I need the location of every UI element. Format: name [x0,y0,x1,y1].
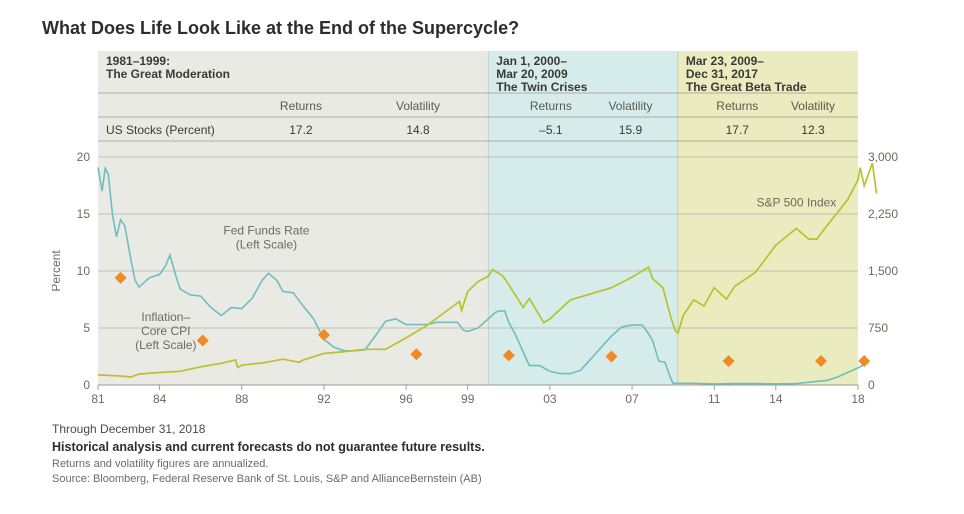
svg-text:18: 18 [851,392,865,406]
svg-text:US Stocks (Percent): US Stocks (Percent) [106,123,215,137]
supercycle-chart: 0 5 10 15 20 0 750 1,500 2,250 3,000 Percent 81 84 88… [52,51,912,411]
svg-text:The Great Beta Trade: The Great Beta Trade [686,80,807,94]
svg-text:Mar 23, 2009–: Mar 23, 2009– [686,54,764,68]
svg-text:Mar 20, 2009: Mar 20, 2009 [496,67,568,81]
svg-text:15: 15 [77,207,91,221]
svg-text:3,000: 3,000 [868,150,898,164]
svg-text:17.7: 17.7 [726,123,750,137]
svg-text:92: 92 [317,392,331,406]
footer-through: Through December 31, 2018 [52,421,934,438]
svg-text:88: 88 [235,392,249,406]
svg-text:99: 99 [461,392,475,406]
svg-text:84: 84 [153,392,167,406]
svg-text:Volatility: Volatility [791,99,835,113]
svg-text:750: 750 [868,321,888,335]
svg-text:The Great Moderation: The Great Moderation [106,67,230,81]
svg-text:0: 0 [83,378,90,392]
footer-source: Source: Bloomberg, Federal Reserve Bank … [52,472,934,488]
svg-text:81: 81 [91,392,105,406]
svg-text:5: 5 [83,321,90,335]
svg-text:1981–1999:: 1981–1999: [106,54,170,68]
chart-title: What Does Life Look Like at the End of t… [42,18,934,39]
svg-text:Fed Funds Rate: Fed Funds Rate [223,224,309,238]
svg-text:96: 96 [399,392,413,406]
svg-text:Core CPI: Core CPI [141,324,190,338]
svg-text:–5.1: –5.1 [539,123,563,137]
svg-text:(Left Scale): (Left Scale) [236,238,297,252]
svg-text:11: 11 [708,392,721,406]
svg-text:(Left Scale): (Left Scale) [135,338,196,352]
footer-note: Returns and volatility figures are annua… [52,457,934,473]
svg-text:20: 20 [77,150,91,164]
svg-text:Returns: Returns [280,99,322,113]
svg-text:10: 10 [77,264,91,278]
svg-text:Returns: Returns [530,99,572,113]
svg-text:The Twin Crises: The Twin Crises [496,80,587,94]
svg-text:03: 03 [543,392,557,406]
svg-text:Returns: Returns [716,99,758,113]
svg-text:0: 0 [868,378,875,392]
svg-text:Volatility: Volatility [396,99,440,113]
chart-footer: Through December 31, 2018 Historical ana… [52,421,934,488]
footer-disclaimer: Historical analysis and current forecast… [52,438,934,456]
svg-text:2,250: 2,250 [868,207,898,221]
svg-text:Inflation–: Inflation– [141,310,190,324]
svg-text:14.8: 14.8 [406,123,430,137]
svg-text:Jan 1, 2000–: Jan 1, 2000– [496,54,567,68]
svg-text:12.3: 12.3 [801,123,825,137]
svg-text:17.2: 17.2 [289,123,313,137]
svg-text:Dec 31, 2017: Dec 31, 2017 [686,67,758,81]
svg-text:Percent: Percent [52,250,63,292]
svg-text:15.9: 15.9 [619,123,643,137]
svg-text:07: 07 [625,392,639,406]
svg-text:14: 14 [769,392,783,406]
svg-text:S&P 500 Index: S&P 500 Index [756,195,836,209]
svg-text:1,500: 1,500 [868,264,898,278]
svg-text:Volatility: Volatility [608,99,652,113]
